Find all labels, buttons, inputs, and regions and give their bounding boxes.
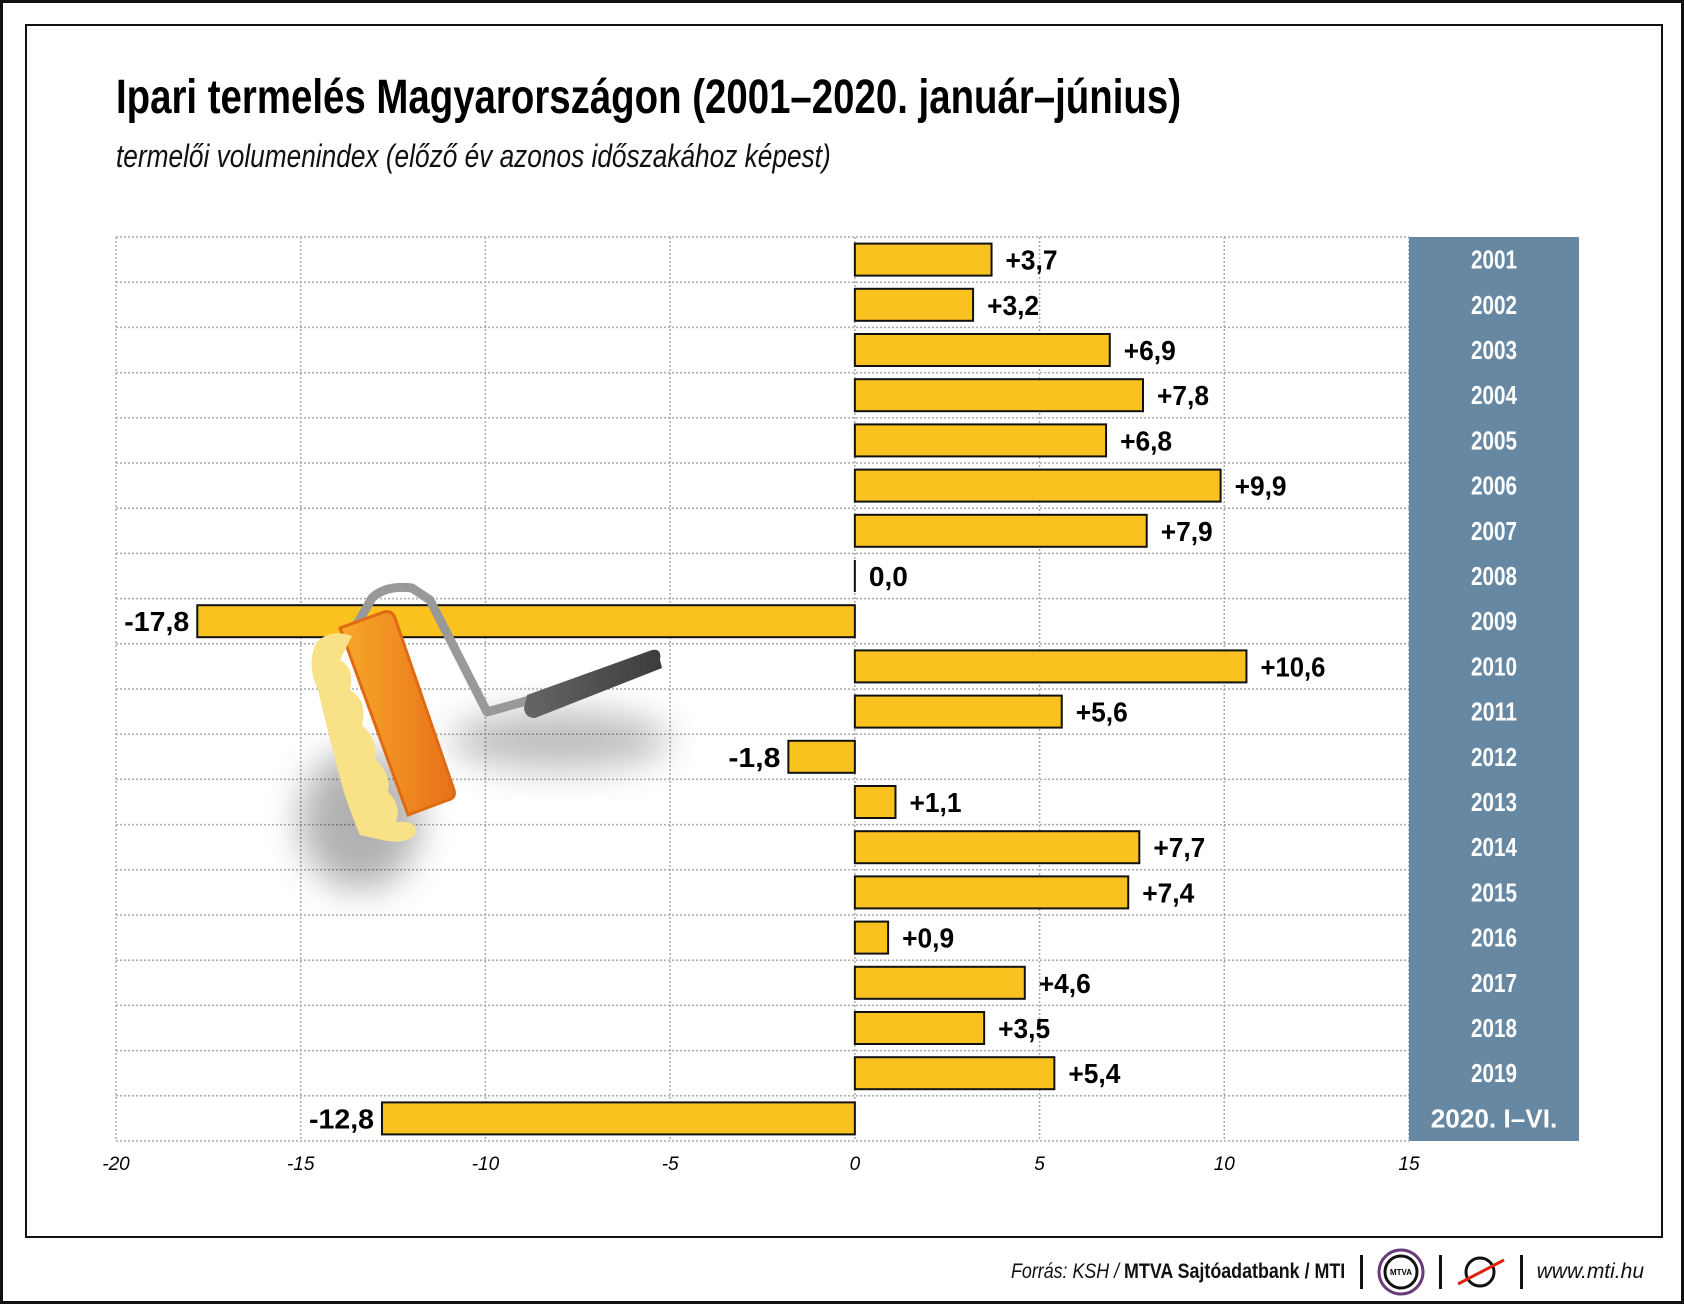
source-text: Forrás: KSH / MTVA Sajtóadatbank / MTI xyxy=(1011,1260,1345,1284)
source-publisher: MTVA Sajtóadatbank / MTI xyxy=(1124,1260,1346,1283)
year-label: 2020. I–VI. xyxy=(1431,1103,1558,1133)
value-label: +3,7 xyxy=(1006,245,1058,276)
paint-roller-illustration xyxy=(300,583,670,890)
year-label: 2003 xyxy=(1471,335,1517,365)
divider xyxy=(1519,1255,1523,1289)
x-tick-label: -10 xyxy=(472,1154,500,1175)
year-label: 2010 xyxy=(1471,651,1517,681)
year-label: 2005 xyxy=(1471,425,1517,455)
bar xyxy=(853,468,1222,503)
x-tick-label: 0 xyxy=(850,1154,861,1175)
x-tick-label: -5 xyxy=(662,1154,679,1175)
bar xyxy=(853,649,1248,684)
bar xyxy=(787,739,856,774)
divider xyxy=(1438,1255,1442,1289)
bar xyxy=(196,604,856,639)
x-tick-label: 15 xyxy=(1398,1154,1420,1175)
value-label: 0,0 xyxy=(869,561,908,592)
mtva-logo-text: MTVA xyxy=(1390,1268,1412,1277)
bar xyxy=(853,785,897,819)
year-label: 2007 xyxy=(1471,516,1517,546)
year-label: 2001 xyxy=(1471,245,1517,275)
bar xyxy=(853,287,975,322)
value-label: +6,9 xyxy=(1124,335,1176,366)
value-label: +1,1 xyxy=(909,787,961,818)
value-label: +0,9 xyxy=(902,923,954,954)
bar xyxy=(853,378,1145,413)
year-label: 2018 xyxy=(1471,1013,1517,1043)
website-url: www.mti.hu xyxy=(1536,1260,1644,1283)
divider xyxy=(1359,1255,1363,1289)
value-label: +7,7 xyxy=(1153,832,1205,863)
year-label: 2011 xyxy=(1471,697,1517,727)
mtva-logo-icon: MTVA xyxy=(1377,1248,1425,1296)
chart-subtitle: termelői volumenindex (előző év azonos i… xyxy=(116,138,831,174)
year-panel xyxy=(1409,237,1579,1141)
bar xyxy=(853,965,1026,1000)
value-label: +7,9 xyxy=(1161,516,1213,547)
bar xyxy=(853,1056,1056,1091)
year-label: 2004 xyxy=(1471,380,1517,410)
mti-logo-icon xyxy=(1456,1256,1505,1288)
value-label: +7,4 xyxy=(1142,877,1194,908)
year-label: 2012 xyxy=(1471,742,1517,772)
value-label: +5,6 xyxy=(1076,697,1128,728)
year-label: 2014 xyxy=(1471,832,1517,862)
x-tick-label: 5 xyxy=(1034,1154,1045,1175)
bar xyxy=(853,830,1141,865)
value-label: -17,8 xyxy=(124,606,189,637)
bar xyxy=(853,1011,986,1045)
value-label: +10,6 xyxy=(1260,651,1325,682)
value-label: -1,8 xyxy=(728,742,780,773)
chart-title: Ipari termelés Magyarországon (2001–2020… xyxy=(116,71,1181,124)
bar xyxy=(853,875,1130,910)
value-label: +6,8 xyxy=(1120,425,1172,456)
year-label: 2013 xyxy=(1471,787,1517,817)
year-label: 2008 xyxy=(1471,561,1517,591)
year-label: 2019 xyxy=(1471,1058,1517,1088)
year-label: 2009 xyxy=(1471,606,1517,636)
value-label: +7,8 xyxy=(1157,380,1209,411)
value-label: +4,6 xyxy=(1039,968,1091,999)
value-label: +3,2 xyxy=(987,290,1039,321)
bar xyxy=(853,920,890,955)
bar xyxy=(853,513,1148,548)
bar xyxy=(853,423,1108,458)
value-label: +5,4 xyxy=(1068,1058,1120,1089)
bar xyxy=(853,333,1111,367)
bar xyxy=(853,242,993,277)
year-label: 2015 xyxy=(1471,877,1517,907)
footer: Forrás: KSH / MTVA Sajtóadatbank / MTI M… xyxy=(952,1248,1644,1296)
year-label: 2006 xyxy=(1471,471,1517,501)
value-label: +3,5 xyxy=(998,1013,1050,1044)
year-label: 2017 xyxy=(1471,968,1517,998)
bar xyxy=(853,694,1063,729)
bar xyxy=(380,1101,856,1136)
x-tick-label: -15 xyxy=(287,1154,315,1175)
year-label: 2002 xyxy=(1471,290,1517,320)
x-tick-label: -20 xyxy=(102,1154,130,1175)
chart-frame xyxy=(25,24,1663,1238)
value-label: -12,8 xyxy=(309,1103,374,1134)
x-tick-label: 10 xyxy=(1214,1154,1236,1175)
value-label: +9,9 xyxy=(1235,471,1287,502)
year-label: 2016 xyxy=(1471,923,1517,953)
source-prefix: Forrás: KSH / xyxy=(1011,1260,1125,1283)
